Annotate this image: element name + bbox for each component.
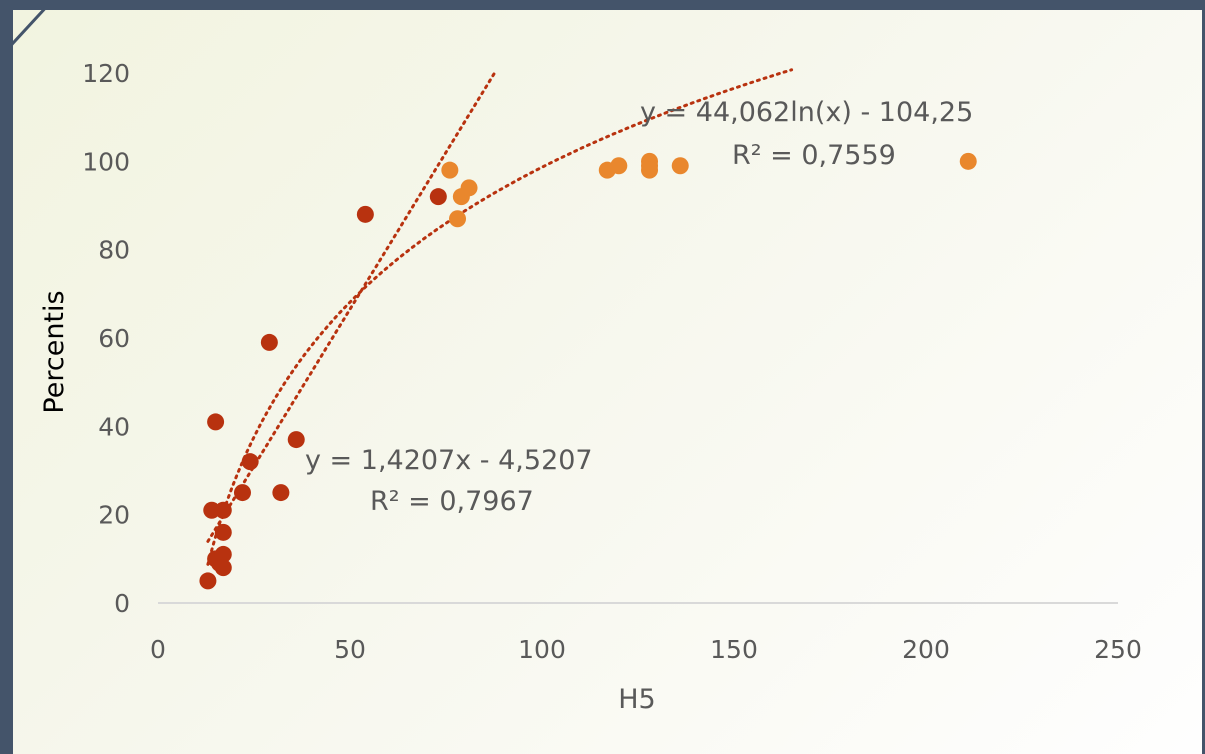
y-axis-title: Percentis — [39, 290, 70, 413]
data-point-series-1 — [233, 484, 251, 502]
decorative-corner-line — [13, 10, 46, 46]
y-tick-label: 20 — [98, 501, 130, 530]
x-tick-label: 50 — [334, 635, 366, 664]
data-point-series-1 — [214, 523, 232, 541]
y-tick-label: 120 — [82, 59, 130, 88]
x-tick-label: 150 — [710, 635, 758, 664]
linear-trend-equation: y = 1,4207x - 4,5207 — [305, 445, 593, 476]
x-axis-title: H5 — [618, 684, 655, 715]
data-point-series-1 — [199, 572, 217, 590]
linear-trend-r2: R² = 0,7967 — [370, 486, 534, 517]
data-point-series-2 — [460, 179, 478, 197]
y-tick-label: 100 — [82, 147, 130, 176]
data-point-series-1 — [214, 559, 232, 577]
y-tick-label: 0 — [114, 589, 130, 618]
data-point-series-2 — [959, 152, 977, 170]
data-point-series-1 — [429, 188, 447, 206]
data-point-series-1 — [214, 545, 232, 563]
x-tick-label: 0 — [150, 635, 166, 664]
data-point-series-1 — [241, 453, 259, 471]
data-point-series-1 — [207, 413, 225, 431]
data-point-series-1 — [272, 484, 290, 502]
x-tick-label: 100 — [518, 635, 566, 664]
data-point-series-2 — [610, 157, 628, 175]
data-point-series-2 — [671, 157, 689, 175]
data-point-series-1 — [260, 333, 278, 351]
log-trend-equation: y = 44,062ln(x) - 104,25 — [640, 97, 973, 128]
data-point-series-1 — [214, 501, 232, 519]
data-point-series-2 — [449, 210, 467, 228]
x-tick-label: 200 — [902, 635, 950, 664]
log-trend-r2: R² = 0,7559 — [732, 140, 896, 171]
x-tick-label: 250 — [1094, 635, 1142, 664]
data-point-series-2 — [441, 161, 459, 179]
y-tick-label: 80 — [98, 236, 130, 265]
data-point-series-1 — [356, 205, 374, 223]
log-trendline — [206, 68, 794, 566]
data-point-series-2 — [641, 161, 659, 179]
y-tick-label: 60 — [98, 324, 130, 353]
y-tick-label: 40 — [98, 412, 130, 441]
scatter-chart: 0 20 40 60 80 100 120 0 50 100 150 200 250 Percenti… — [13, 10, 1142, 715]
data-point-series-1 — [287, 431, 305, 449]
